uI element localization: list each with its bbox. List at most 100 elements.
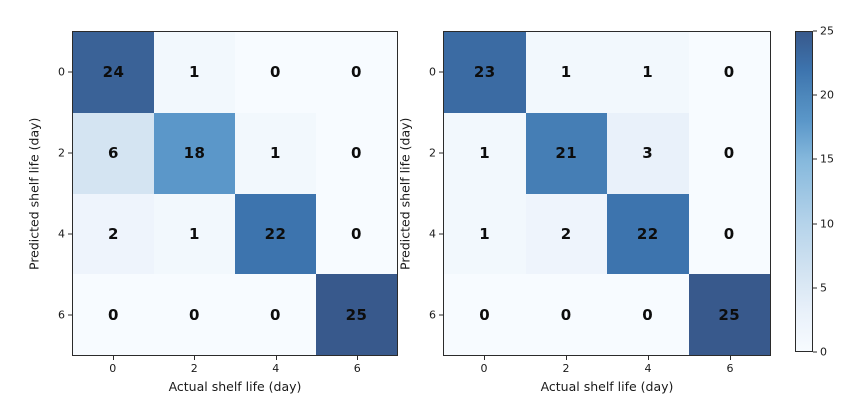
- x-tick-label: 0: [480, 362, 488, 375]
- heatmap-cell-r2c3: 0: [688, 193, 770, 275]
- cell-value: 25: [718, 305, 741, 324]
- x-axis-label: Actual shelf life (day): [540, 379, 674, 394]
- cell-value: 0: [723, 144, 735, 163]
- cell-value: 0: [189, 305, 200, 324]
- cell-value: 0: [723, 63, 735, 82]
- heatmap-cell-r1c2: 3: [607, 112, 689, 194]
- x-tick-mark: [730, 356, 731, 360]
- x-tick-label: 2: [562, 362, 570, 375]
- colorbar-tick-mark: [813, 158, 817, 160]
- y-tick-label: 6: [58, 308, 65, 322]
- cell-value: 22: [636, 224, 659, 243]
- cell-value: 0: [270, 305, 281, 324]
- heatmap-cell-r2c1: 1: [154, 193, 235, 275]
- heatmap-cell-r1c2: 1: [235, 112, 316, 194]
- x-tick-mark: [357, 356, 359, 360]
- x-tick-mark: [194, 356, 196, 360]
- heatmap-cell-r1c1: 21: [525, 112, 607, 194]
- cell-value: 1: [479, 144, 491, 163]
- y-tick-label: 2: [58, 146, 65, 160]
- heatmap-cell-r3c1: 0: [154, 274, 235, 355]
- cell-value: 3: [642, 144, 654, 163]
- y-tick-label: 0: [58, 65, 65, 79]
- cell-value: 1: [642, 63, 654, 82]
- x-axis-label: Actual shelf life (day): [168, 379, 302, 394]
- cell-value: 0: [642, 305, 654, 324]
- y-tick-mark: [68, 71, 72, 73]
- cell-value: 2: [560, 224, 572, 243]
- heatmap-cell-r0c2: 1: [607, 32, 689, 113]
- colorbar-tick-mark: [813, 287, 817, 289]
- colorbar-tick-label: 20: [820, 88, 834, 102]
- x-tick-label: 2: [190, 362, 198, 375]
- heatmap-cell-r1c0: 6: [73, 112, 154, 194]
- heatmap-cell-r0c2: 0: [235, 32, 316, 113]
- heatmap-cell-r0c0: 23: [444, 32, 526, 113]
- cell-value: 25: [345, 305, 368, 324]
- cell-value: 23: [473, 63, 496, 82]
- y-tick-label: 0: [429, 65, 436, 79]
- x-tick-label: 4: [272, 362, 280, 375]
- heatmap-cell-r3c3: 25: [688, 274, 770, 355]
- cell-value: 0: [108, 305, 119, 324]
- y-tick-mark: [439, 314, 443, 316]
- cell-value: 24: [102, 63, 125, 82]
- cell-value: 0: [723, 224, 735, 243]
- colorbar-tick-mark: [813, 94, 817, 96]
- y-tick-label: 4: [58, 227, 65, 241]
- heatmap-cell-r3c3: 25: [316, 274, 397, 355]
- y-tick-mark: [439, 233, 443, 235]
- colorbar-tick-mark: [813, 30, 817, 32]
- heatmap-cell-r3c2: 0: [235, 274, 316, 355]
- y-tick-mark: [439, 71, 443, 73]
- heatmap-cell-r0c0: 24: [73, 32, 154, 113]
- colorbar-tick-mark: [813, 223, 817, 225]
- heatmap-cell-r0c1: 1: [525, 32, 607, 113]
- heatmap-cell-r3c2: 0: [607, 274, 689, 355]
- cell-value: 6: [108, 144, 119, 163]
- x-tick-mark: [484, 356, 485, 360]
- heatmap-cell-r2c2: 22: [607, 193, 689, 275]
- heatmap-cell-r1c3: 0: [688, 112, 770, 194]
- x-tick-label: 4: [644, 362, 652, 375]
- heatmap-cell-r3c1: 0: [525, 274, 607, 355]
- heatmap-cell-r0c3: 0: [688, 32, 770, 113]
- heatmap-cell-r2c3: 0: [316, 193, 397, 275]
- heatmap-cell-r0c1: 1: [154, 32, 235, 113]
- y-tick-mark: [439, 152, 443, 154]
- cell-value: 1: [270, 144, 281, 163]
- x-tick-mark: [112, 356, 114, 360]
- x-tick-mark: [275, 356, 277, 360]
- y-tick-label: 2: [429, 146, 436, 160]
- heatmap-cell-r2c2: 22: [235, 193, 316, 275]
- y-axis-label: Predicted shelf life (day): [397, 117, 413, 270]
- colorbar: 0 5 10 15 20 25: [795, 26, 834, 358]
- y-tick-mark: [68, 152, 72, 154]
- y-axis-label: Predicted shelf life (day): [26, 117, 42, 270]
- colorbar-tick-label: 0: [820, 345, 827, 359]
- heatmap-right: 23 1 1 0 1 21 3 0 1 2 22 0 0 0 0 25: [443, 31, 771, 356]
- colorbar-gradient: [795, 31, 813, 352]
- colorbar-tick-label: 25: [820, 24, 834, 38]
- cell-value: 0: [351, 144, 362, 163]
- x-tick-mark: [648, 356, 649, 360]
- cell-value: 22: [264, 224, 287, 243]
- heatmap-cell-r1c1: 18: [154, 112, 235, 194]
- cell-value: 1: [189, 224, 200, 243]
- heatmap-left: 24 1 0 0 6 18 1 0 2 1 22 0 0 0 0 25: [72, 31, 398, 356]
- cell-value: 21: [555, 144, 578, 163]
- cell-value: 18: [183, 144, 206, 163]
- heatmap-cell-r3c0: 0: [73, 274, 154, 355]
- heatmap-cell-r2c1: 2: [525, 193, 607, 275]
- x-tick-label: 6: [726, 362, 734, 375]
- y-tick-mark: [68, 314, 72, 316]
- axes-confusion-matrix-left: Predicted shelf life (day) 24 1 0 0 6 18 1 0 2 1 2…: [27, 31, 398, 394]
- y-tick-label: 6: [429, 308, 436, 322]
- cell-value: 1: [560, 63, 572, 82]
- x-tick-label: 6: [353, 362, 361, 375]
- cell-value: 0: [351, 224, 362, 243]
- x-tick-label: 0: [109, 362, 117, 375]
- axes-confusion-matrix-right: Predicted shelf life (day) 23 1 1 0 1 21 3 0 1 2 2…: [398, 31, 771, 394]
- x-tick-mark: [566, 356, 567, 360]
